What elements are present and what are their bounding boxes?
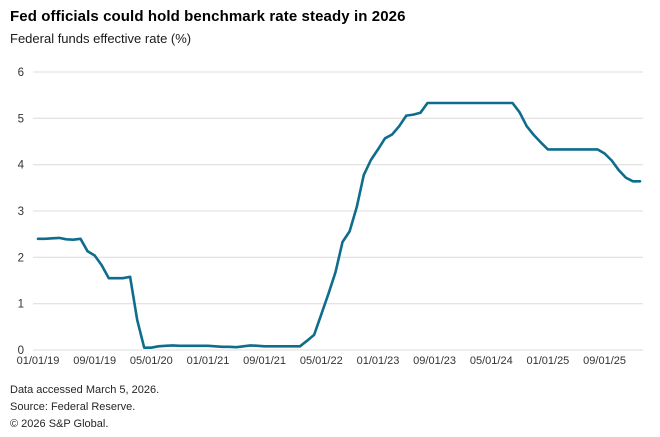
x-tick-label-01/01/23: 01/01/23 [357,355,400,367]
page-title: Fed officials could hold benchmark rate … [10,8,406,25]
footer-source: Source: Federal Reserve. [10,401,136,413]
chart-footer: Data accessed March 5, 2026. Source: Fed… [10,382,159,433]
x-tick-label-05/01/20: 05/01/20 [130,355,173,367]
footer-copyright: © 2026 S&P Global. [10,418,109,430]
y-tick-label-2: 2 [18,252,24,264]
y-tick-label-1: 1 [18,299,24,311]
x-tick-label-09/01/19: 09/01/19 [73,355,116,367]
chart-subtitle: Federal funds effective rate (%) [10,31,192,46]
y-tick-label-6: 6 [18,67,24,79]
y-tick-label-4: 4 [18,160,25,172]
x-tick-label-09/01/23: 09/01/23 [413,355,456,367]
x-tick-label-01/01/25: 01/01/25 [526,355,569,367]
y-tick-label-0: 0 [18,345,24,357]
x-tick-label-01/01/21: 01/01/21 [187,355,230,367]
y-tick-label-5: 5 [18,113,24,125]
x-tick-label-09/01/25: 09/01/25 [583,355,626,367]
fed-funds-rate-line [36,101,642,350]
x-tick-label-05/01/22: 05/01/22 [300,355,343,367]
x-tick-label-09/01/21: 09/01/21 [243,355,286,367]
x-tick-label-01/01/19: 01/01/19 [17,355,60,367]
x-tick-label-05/01/24: 05/01/24 [470,355,513,367]
footer-data-accessed: Data accessed March 5, 2026. [10,384,160,396]
y-tick-label-3: 3 [18,206,24,218]
rate-line-chart: 0 1 2 3 4 5 6 01/01/19 09/01/19 05/01/20 01/01/21 0… [17,67,643,367]
